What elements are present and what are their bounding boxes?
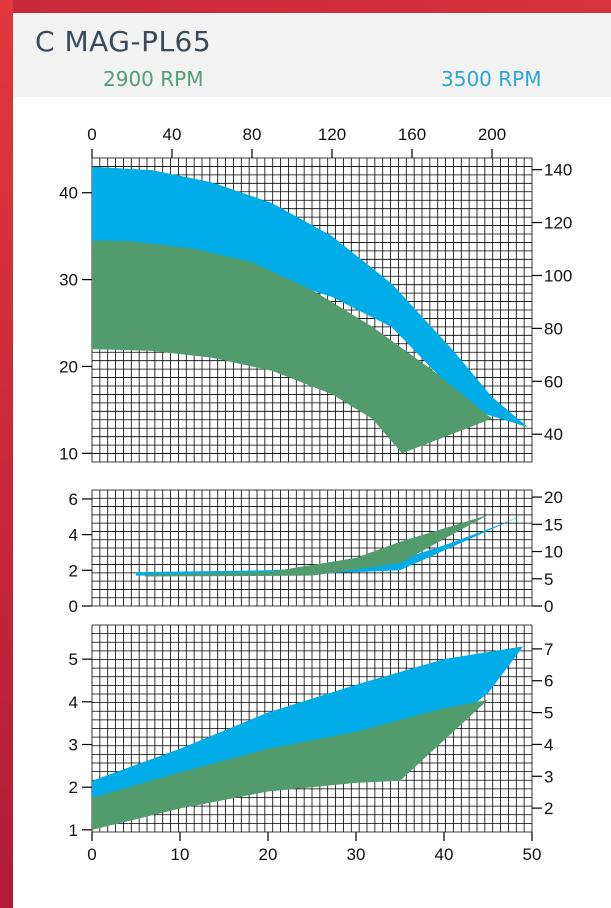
- y-right-tick-label: 100: [544, 266, 572, 285]
- y-right-tick-label: 7: [544, 640, 553, 659]
- x-bottom-tick-label: 0: [87, 845, 96, 864]
- x-bottom-tick-label: 10: [171, 845, 190, 864]
- x-top-tick-label: 80: [243, 125, 262, 144]
- head-panel: 10 20 30 40 40 60 80 100 120 140 0 40 80 120 160 200: [59, 125, 572, 463]
- frame-top-bar: [0, 0, 611, 13]
- x-top-tick-label: 0: [87, 125, 96, 144]
- y-right-tick-label: 140: [544, 161, 572, 180]
- x-bottom-tick-label: 30: [347, 845, 366, 864]
- header-panel: C MAG-PL65 2900 RPM 3500 RPM: [13, 13, 611, 97]
- band-3500-rpm: [92, 166, 528, 428]
- x-top-tick-label: 160: [398, 125, 426, 144]
- y-right-tick-label: 20: [544, 488, 563, 507]
- y-right-tick-label: 60: [544, 372, 563, 391]
- x-top-tick-label: 40: [163, 125, 182, 144]
- y-right-tick-label: 0: [544, 597, 553, 616]
- y-right-tick-label: 2: [544, 799, 553, 818]
- band-2900-rpm: [92, 240, 492, 454]
- x-bottom-tick-label: 20: [259, 845, 278, 864]
- frame-left-bar: [0, 0, 13, 908]
- grid: [91, 489, 533, 607]
- band-2900-rpm: [144, 514, 489, 577]
- page-title: C MAG-PL65: [35, 25, 212, 58]
- y-left-tick-label: 40: [59, 184, 78, 203]
- y-left-tick-label: 0: [69, 597, 78, 616]
- y-right-tick-label: 4: [544, 735, 553, 754]
- npsh-panel: 0 2 4 6 0 5 10 15 20: [69, 488, 563, 616]
- y-left-tick-label: 2: [69, 778, 78, 797]
- y-right-tick-label: 40: [544, 425, 563, 444]
- y-left-tick-label: 4: [69, 526, 78, 545]
- y-left-tick-label: 3: [69, 736, 78, 755]
- x-top-tick-label: 200: [478, 125, 506, 144]
- band-3500-rpm: [136, 514, 524, 576]
- y-right-tick-label: 3: [544, 767, 553, 786]
- y-left-tick-label: 2: [69, 561, 78, 580]
- y-left-tick-label: 6: [69, 490, 78, 509]
- y-left-tick-label: 1: [69, 821, 78, 840]
- y-right-tick-label: 80: [544, 319, 563, 338]
- x-bottom-tick-label: 40: [435, 845, 454, 864]
- rpm-2900-label: 2900 RPM: [103, 67, 204, 91]
- y-right-tick-label: 10: [544, 543, 563, 562]
- y-right-tick-label: 15: [544, 515, 563, 534]
- y-right-tick-label: 6: [544, 672, 553, 691]
- x-bottom-tick-label: 50: [523, 845, 542, 864]
- y-left-tick-label: 30: [59, 271, 78, 290]
- y-left-tick-label: 10: [59, 444, 78, 463]
- y-right-tick-label: 120: [544, 214, 572, 233]
- y-right-tick-label: 5: [544, 570, 553, 589]
- y-right-tick-label: 5: [544, 704, 553, 723]
- power-panel: 1 2 3 4 5 2 3 4 5 6 7 0 10 20 30 40 50: [69, 624, 553, 864]
- rpm-3500-label: 3500 RPM: [441, 67, 542, 91]
- y-left-tick-label: 5: [69, 650, 78, 669]
- y-left-tick-label: 4: [69, 693, 78, 712]
- y-left-tick-label: 20: [59, 357, 78, 376]
- band-2900-rpm: [92, 699, 488, 830]
- x-top-tick-label: 120: [318, 125, 346, 144]
